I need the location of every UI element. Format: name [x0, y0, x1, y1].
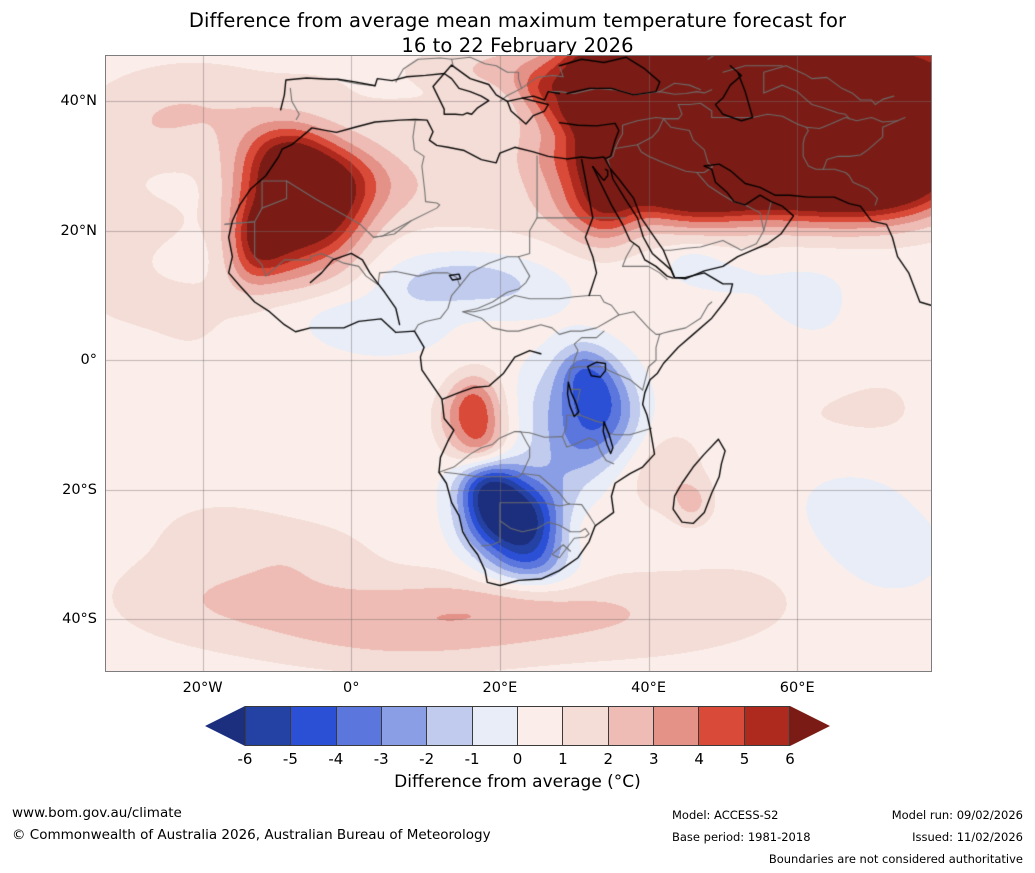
colorbar-tick-label: 1 — [558, 750, 568, 768]
colorbar-segment — [381, 707, 428, 745]
colorbar-tick-label: -1 — [464, 750, 480, 768]
colorbar-segment — [291, 707, 337, 745]
colorbar-tick-label: -4 — [328, 750, 344, 768]
footer-disclaimer: Boundaries are not considered authoritat… — [768, 852, 1023, 866]
colorbar-tick-label: 5 — [739, 750, 750, 768]
colorbar-segment — [472, 707, 518, 745]
colorbar: -6 -5 -4 -3 -2 -1 0 1 2 3 4 5 6 Difference from aver… — [0, 706, 1035, 806]
latitude-tick-label: 20°S — [62, 481, 97, 498]
longitude-tick-label: 60°E — [779, 680, 815, 696]
colorbar-scale — [205, 706, 830, 746]
footer-model-run: Model run: 09/02/2026 — [891, 808, 1023, 822]
colorbar-segment — [246, 707, 292, 745]
footer-website[interactable]: www.bom.gov.au/climate — [12, 805, 182, 821]
anomaly-map — [105, 55, 932, 672]
longitude-tick-label: 40°E — [631, 680, 666, 696]
colorbar-tick-label: 3 — [648, 750, 659, 768]
latitude-tick-label: 20°N — [60, 222, 97, 239]
colorbar-tick-label: -5 — [282, 750, 298, 768]
colorbar-tick-label: -6 — [237, 750, 253, 768]
colorbar-segment — [563, 707, 609, 745]
map-raster — [106, 56, 931, 671]
colorbar-tick-label: 0 — [512, 750, 523, 768]
colorbar-over-arrow — [790, 706, 830, 746]
colorbar-segment — [653, 707, 700, 745]
colorbar-segment — [336, 707, 382, 745]
colorbar-segment — [608, 707, 654, 745]
colorbar-segment — [517, 707, 564, 745]
colorbar-segment — [699, 707, 745, 745]
colorbar-tick-label: 4 — [694, 750, 704, 768]
colorbar-segments — [245, 706, 790, 746]
colorbar-tick-label: 6 — [785, 750, 795, 768]
footer-base-period: Base period: 1981-2018 — [672, 830, 811, 844]
colorbar-segment — [427, 707, 473, 745]
latitude-tick-label: 40°N — [60, 93, 97, 110]
page-title: Difference from average mean maximum tem… — [0, 8, 1035, 58]
colorbar-segment — [744, 707, 789, 745]
title-line-2: 16 to 22 February 2026 — [401, 34, 634, 57]
footer-issued: Issued: 11/02/2026 — [912, 830, 1023, 844]
colorbar-tick-label: 2 — [603, 750, 614, 768]
footer-model: Model: ACCESS-S2 — [672, 808, 779, 822]
footer-copyright: © Commonwealth of Australia 2026, Austra… — [12, 827, 491, 843]
latitude-tick-label: 40°S — [62, 611, 97, 628]
colorbar-tick-label: -3 — [373, 750, 389, 768]
latitude-tick-label: 0° — [80, 352, 97, 369]
longitude-tick-label: 20°E — [482, 680, 518, 696]
colorbar-under-arrow — [205, 706, 245, 746]
longitude-tick-label: 20°W — [182, 680, 223, 696]
colorbar-title: Difference from average (°C) — [394, 772, 641, 792]
title-line-1: Difference from average mean maximum tem… — [188, 9, 847, 32]
longitude-tick-label: 0° — [343, 680, 360, 696]
colorbar-tick-label: -2 — [419, 750, 435, 768]
